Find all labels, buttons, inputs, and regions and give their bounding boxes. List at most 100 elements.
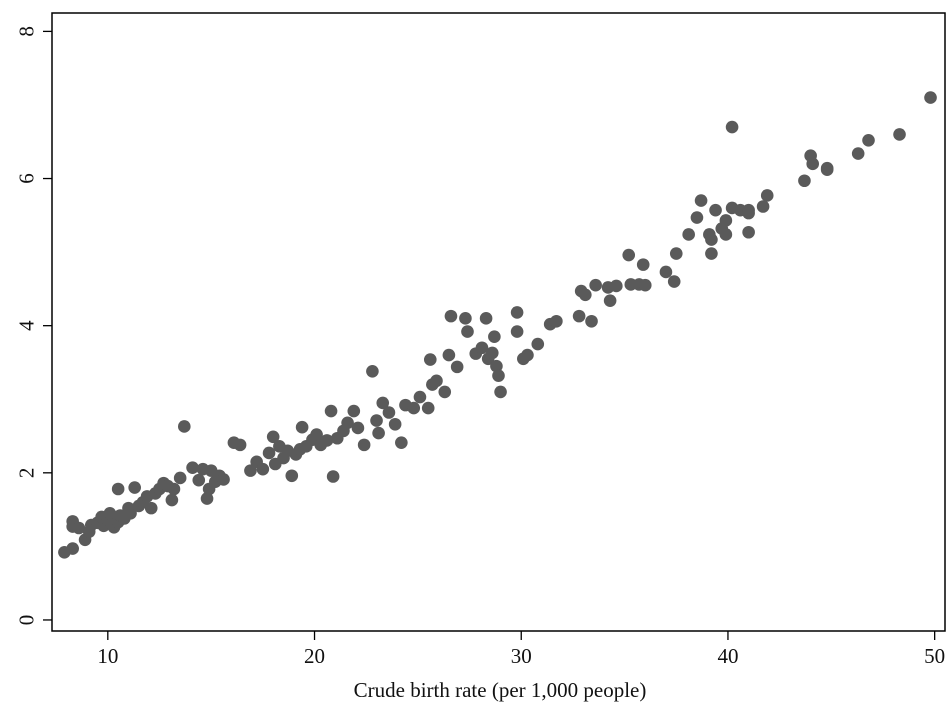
data-point	[438, 385, 452, 399]
data-point	[370, 414, 383, 427]
data-point	[262, 446, 276, 460]
data-point	[610, 279, 623, 293]
data-point	[682, 228, 695, 241]
y-tick-label: 4	[14, 320, 38, 331]
data-point	[421, 401, 435, 415]
data-point	[572, 309, 586, 323]
y-axis: 0 2 4 6 8	[14, 26, 52, 625]
y-tick-label: 6	[14, 173, 38, 184]
data-point	[111, 482, 125, 496]
data-point	[636, 258, 650, 271]
data-point	[667, 275, 681, 288]
data-point	[531, 337, 545, 351]
data-point	[186, 461, 199, 474]
x-tick-label: 10	[97, 644, 118, 668]
data-point	[256, 462, 270, 476]
data-point	[862, 133, 875, 147]
data-point	[266, 430, 280, 444]
data-point	[442, 348, 456, 362]
x-tick-label: 30	[511, 644, 532, 668]
data-point	[388, 417, 402, 431]
data-point	[851, 147, 865, 160]
data-point	[742, 225, 755, 239]
data-point	[719, 214, 733, 227]
data-point	[705, 247, 718, 260]
data-point	[669, 247, 683, 260]
data-point	[167, 482, 181, 496]
x-tick-label: 40	[717, 644, 738, 668]
data-point	[423, 353, 437, 366]
data-point	[742, 206, 755, 220]
data-point	[475, 341, 489, 355]
data-point	[638, 278, 652, 292]
data-point	[485, 346, 499, 360]
data-point	[579, 288, 592, 302]
data-point	[585, 314, 598, 328]
data-point	[488, 330, 501, 344]
data-point	[430, 374, 443, 388]
data-point	[622, 248, 636, 262]
data-point	[550, 314, 563, 328]
y-tick-label: 0	[14, 615, 38, 626]
data-point	[395, 436, 408, 449]
data-point	[217, 473, 230, 486]
data-point	[72, 521, 86, 535]
x-tick-label: 50	[924, 644, 945, 668]
plot-area	[51, 12, 946, 632]
data-point	[459, 312, 472, 325]
data-point	[690, 211, 704, 224]
data-point	[173, 471, 187, 485]
data-point	[320, 434, 334, 447]
x-tick-label: 20	[304, 644, 325, 668]
data-point	[893, 128, 906, 141]
data-point	[66, 542, 79, 555]
data-point	[719, 228, 733, 241]
data-point	[461, 325, 474, 338]
data-point	[705, 233, 718, 246]
data-point	[924, 91, 937, 104]
data-point	[709, 203, 722, 217]
data-point	[494, 385, 507, 399]
data-point	[492, 369, 505, 383]
data-point	[490, 359, 503, 373]
data-point	[806, 157, 820, 171]
x-axis-title: Crude birth rate (per 1,000 people)	[354, 678, 647, 702]
data-point	[192, 473, 206, 487]
data-point	[233, 438, 247, 452]
data-point	[324, 404, 338, 418]
data-point	[694, 194, 708, 207]
data-point	[285, 469, 299, 483]
data-point	[347, 404, 361, 418]
data-point	[413, 390, 427, 404]
data-point	[798, 174, 811, 188]
data-point	[407, 401, 421, 415]
data-point	[376, 396, 390, 410]
data-points	[58, 91, 937, 559]
data-point	[341, 416, 354, 430]
data-point	[820, 163, 834, 177]
data-point	[165, 493, 179, 507]
data-point	[366, 364, 379, 378]
data-point	[760, 189, 774, 202]
data-point	[177, 420, 191, 433]
data-point	[725, 120, 739, 134]
data-point	[200, 492, 214, 505]
data-point	[450, 360, 464, 374]
x-axis: 10 20 30 40 50	[97, 631, 945, 668]
data-point	[295, 420, 309, 434]
data-point	[382, 406, 396, 419]
data-point	[144, 501, 158, 515]
data-point	[444, 309, 458, 323]
data-point	[589, 278, 602, 292]
data-point	[510, 306, 524, 319]
data-point	[372, 426, 385, 440]
data-point	[357, 438, 371, 452]
data-point	[479, 312, 493, 325]
data-point	[128, 481, 141, 494]
y-tick-label: 2	[14, 468, 38, 479]
data-point	[244, 464, 257, 477]
data-point	[603, 294, 617, 307]
data-point	[510, 325, 524, 338]
data-point	[521, 348, 534, 362]
